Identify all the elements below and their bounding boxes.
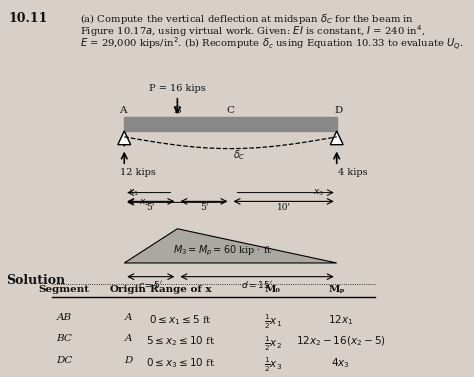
Text: $0 \leq x_1 \leq 5$ ft: $0 \leq x_1 \leq 5$ ft	[149, 313, 212, 326]
Text: 5': 5'	[146, 203, 155, 212]
Text: 5': 5'	[200, 203, 208, 212]
Text: 4 kips: 4 kips	[338, 168, 368, 177]
Text: Solution: Solution	[7, 274, 65, 287]
Text: $0 \leq x_3 \leq 10$ ft: $0 \leq x_3 \leq 10$ ft	[146, 356, 215, 369]
Text: Figure 10.17$a$, using virtual work. Given: $EI$ is constant, $I$ = 240 in$^4$,: Figure 10.17$a$, using virtual work. Giv…	[80, 23, 426, 39]
Text: A: A	[125, 334, 132, 343]
Polygon shape	[124, 229, 337, 263]
Polygon shape	[118, 131, 131, 145]
Text: $\frac{1}{2}x_1$: $\frac{1}{2}x_1$	[264, 313, 282, 331]
Text: $\frac{1}{2}x_2$: $\frac{1}{2}x_2$	[264, 334, 282, 353]
Text: $x_1$: $x_1$	[128, 188, 139, 198]
Text: Segment: Segment	[39, 285, 90, 294]
Text: 10.11: 10.11	[8, 12, 47, 25]
Text: $x_2$: $x_2$	[139, 198, 150, 208]
Text: $\delta_C$: $\delta_C$	[233, 149, 246, 162]
Text: M₀: M₀	[264, 285, 281, 294]
Text: $12x_1$: $12x_1$	[328, 313, 354, 326]
Text: P = 16 kips: P = 16 kips	[149, 84, 206, 93]
Text: $x_3$: $x_3$	[313, 188, 324, 198]
Text: $d = 15'$: $d = 15'$	[241, 279, 273, 290]
Text: $\frac{1}{2}x_3$: $\frac{1}{2}x_3$	[264, 356, 282, 374]
Text: (a) Compute the vertical deflection at midspan $\delta_C$ for the beam in: (a) Compute the vertical deflection at m…	[80, 12, 414, 26]
Text: A: A	[119, 106, 127, 115]
Text: $5 \leq x_2 \leq 10$ ft: $5 \leq x_2 \leq 10$ ft	[146, 334, 215, 348]
Text: DC: DC	[56, 356, 73, 365]
Text: Range of x: Range of x	[150, 285, 211, 294]
Text: D: D	[124, 356, 132, 365]
Text: C: C	[227, 106, 235, 115]
Text: $M_3 = M_p = 60$ kip $\cdot$ ft: $M_3 = M_p = 60$ kip $\cdot$ ft	[173, 244, 272, 258]
Text: B: B	[173, 106, 181, 115]
Text: $4x_3$: $4x_3$	[331, 356, 350, 369]
Text: BC: BC	[56, 334, 72, 343]
Text: $E$ = 29,000 kips/in$^2$. (b) Recompute $\delta_c$ using Equation 10.33 to evalu: $E$ = 29,000 kips/in$^2$. (b) Recompute …	[80, 35, 464, 52]
Text: $c = 5'$: $c = 5'$	[138, 279, 164, 290]
Polygon shape	[330, 131, 343, 145]
Text: Mₚ: Mₚ	[328, 285, 345, 294]
Text: D: D	[334, 106, 342, 115]
Text: 10': 10'	[277, 203, 291, 212]
Text: A: A	[125, 313, 132, 322]
Text: AB: AB	[56, 313, 72, 322]
Text: 12 kips: 12 kips	[120, 168, 156, 177]
Text: $12x_2 - 16(x_2 - 5)$: $12x_2 - 16(x_2 - 5)$	[296, 334, 385, 348]
Text: Origin: Origin	[110, 285, 147, 294]
Bar	[124, 117, 337, 131]
